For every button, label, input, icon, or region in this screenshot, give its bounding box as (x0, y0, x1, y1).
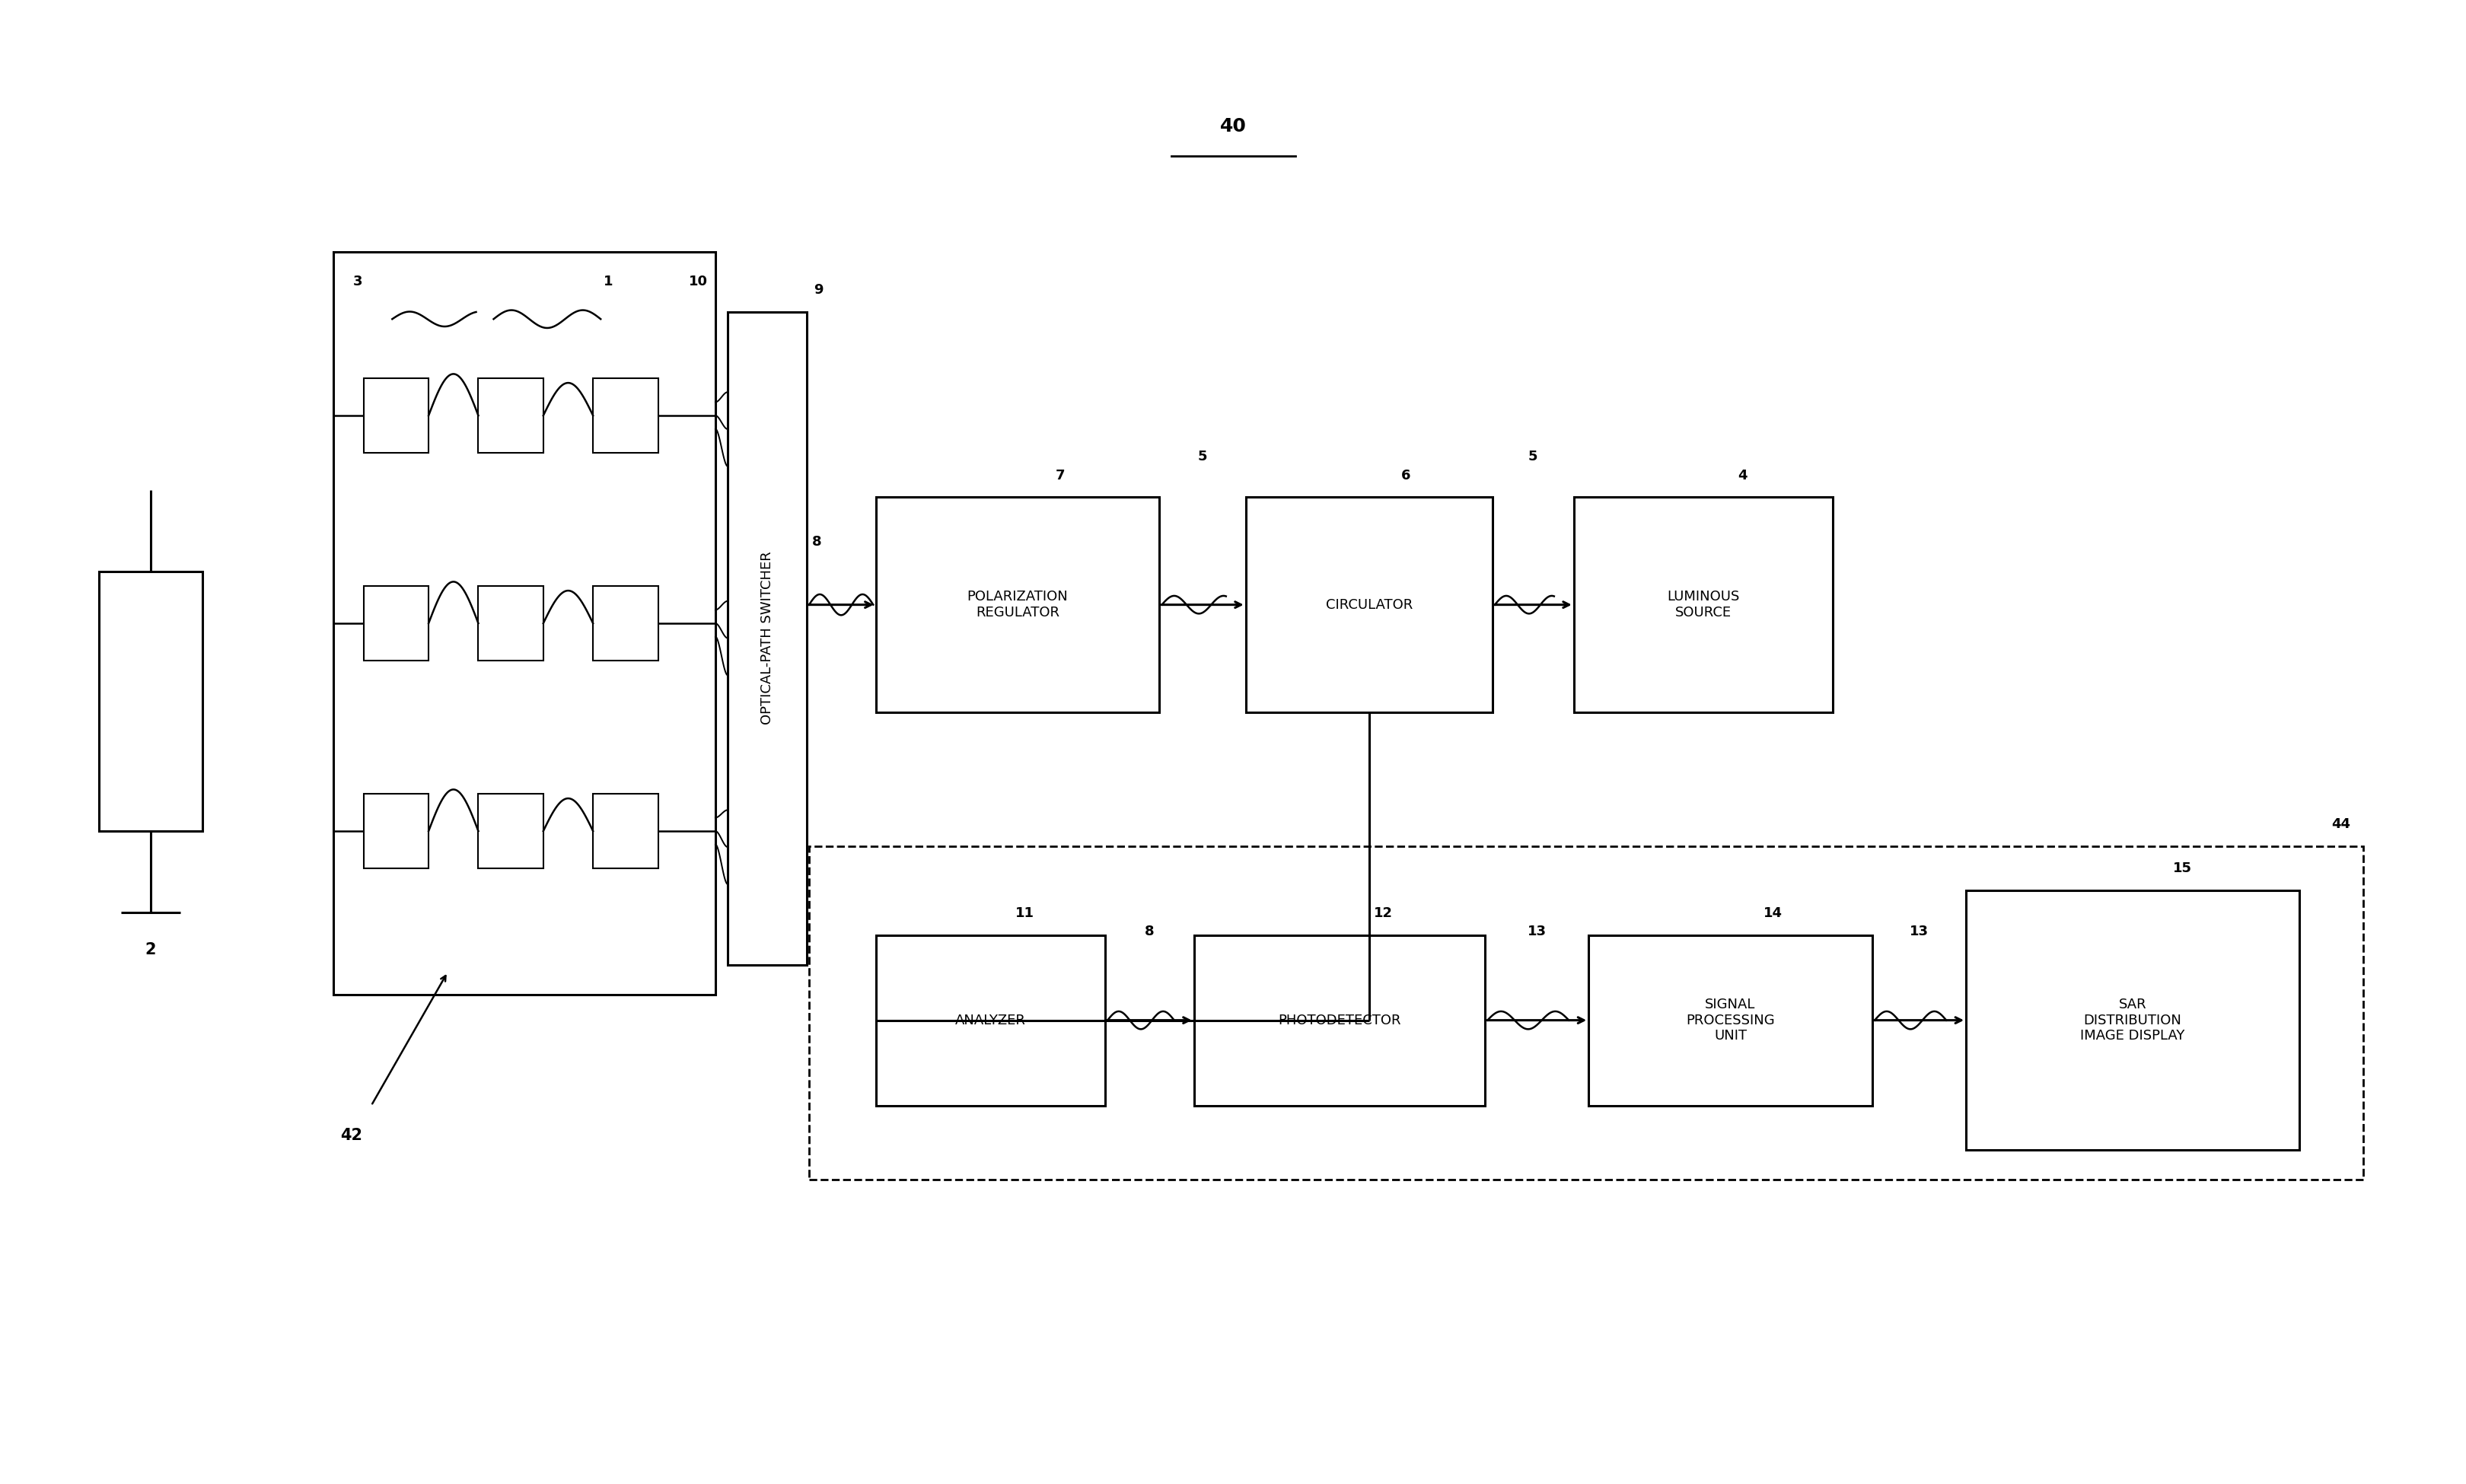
FancyBboxPatch shape (875, 497, 1159, 712)
Text: 5: 5 (1198, 450, 1206, 463)
Text: 1: 1 (604, 275, 614, 288)
FancyBboxPatch shape (478, 586, 543, 660)
Text: 6: 6 (1401, 469, 1411, 482)
Text: PHOTODETECTOR: PHOTODETECTOR (1277, 1014, 1401, 1027)
Text: 40: 40 (1221, 117, 1245, 135)
Text: 10: 10 (688, 275, 708, 288)
Text: 12: 12 (1374, 907, 1393, 920)
Text: 5: 5 (1529, 450, 1536, 463)
FancyBboxPatch shape (363, 378, 429, 453)
Text: CIRCULATOR: CIRCULATOR (1324, 598, 1413, 611)
FancyBboxPatch shape (592, 794, 658, 868)
Text: 3: 3 (353, 275, 363, 288)
Text: 8: 8 (811, 534, 821, 548)
FancyBboxPatch shape (875, 935, 1105, 1106)
Text: 2: 2 (145, 942, 155, 957)
Text: 42: 42 (340, 1128, 363, 1143)
FancyBboxPatch shape (478, 794, 543, 868)
FancyBboxPatch shape (99, 571, 202, 831)
FancyBboxPatch shape (592, 586, 658, 660)
Text: POLARIZATION
REGULATOR: POLARIZATION REGULATOR (967, 591, 1068, 619)
FancyBboxPatch shape (1245, 497, 1492, 712)
FancyBboxPatch shape (592, 378, 658, 453)
Text: 7: 7 (1055, 469, 1065, 482)
Text: 44: 44 (2330, 818, 2350, 831)
Text: OPTICAL-PATH SWITCHER: OPTICAL-PATH SWITCHER (760, 552, 774, 724)
Text: SAR
DISTRIBUTION
IMAGE DISPLAY: SAR DISTRIBUTION IMAGE DISPLAY (2079, 997, 2185, 1043)
Text: 14: 14 (1763, 907, 1783, 920)
FancyBboxPatch shape (1965, 890, 2298, 1150)
FancyBboxPatch shape (363, 586, 429, 660)
Text: 15: 15 (2173, 862, 2192, 876)
Text: LUMINOUS
SOURCE: LUMINOUS SOURCE (1667, 591, 1739, 619)
Text: 11: 11 (1016, 907, 1033, 920)
Text: 13: 13 (1526, 925, 1546, 939)
Text: 4: 4 (1736, 469, 1746, 482)
FancyBboxPatch shape (727, 312, 806, 965)
FancyBboxPatch shape (1194, 935, 1485, 1106)
Text: 13: 13 (1909, 925, 1928, 939)
Text: 9: 9 (814, 283, 824, 297)
FancyBboxPatch shape (1573, 497, 1832, 712)
FancyBboxPatch shape (1588, 935, 1872, 1106)
FancyBboxPatch shape (333, 252, 715, 994)
Text: ANALYZER: ANALYZER (954, 1014, 1026, 1027)
Text: 8: 8 (1144, 925, 1154, 939)
Text: SIGNAL
PROCESSING
UNIT: SIGNAL PROCESSING UNIT (1687, 997, 1773, 1043)
FancyBboxPatch shape (478, 378, 543, 453)
FancyBboxPatch shape (363, 794, 429, 868)
